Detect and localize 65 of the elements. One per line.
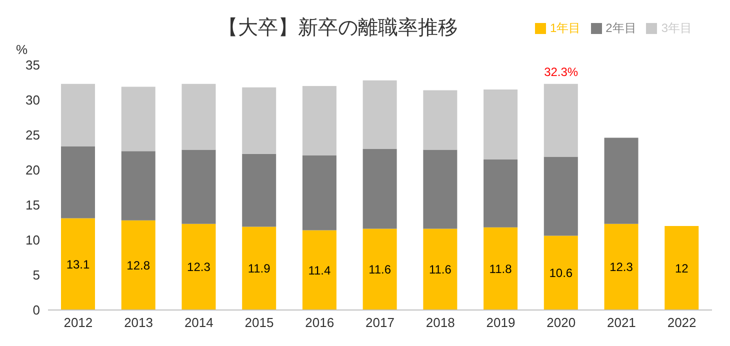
bar	[484, 227, 518, 310]
y-tick-label: 5	[32, 268, 40, 283]
bar	[423, 228, 458, 310]
x-tick-label: 2018	[426, 315, 455, 330]
bar	[302, 155, 336, 230]
data-label: 12.3	[187, 260, 211, 274]
data-label: 12.3	[610, 260, 634, 274]
data-label: 11.8	[489, 262, 512, 276]
x-tick-label: 2015	[244, 315, 274, 330]
x-tick-label: 2019	[486, 315, 516, 330]
bar	[423, 150, 458, 229]
y-tick-label: 35	[26, 58, 40, 73]
bar	[302, 230, 336, 310]
x-tick-label: 2013	[124, 315, 154, 330]
bar	[544, 236, 578, 310]
data-label: 11.6	[428, 262, 452, 277]
bar	[242, 154, 276, 227]
data-label: 12.8	[126, 258, 150, 272]
bar	[242, 87, 276, 154]
bar	[544, 84, 578, 157]
bar	[121, 220, 156, 310]
annotation: 32.3%	[544, 64, 578, 79]
bar	[121, 86, 156, 152]
bar	[423, 90, 458, 150]
legend-label: 2年目	[606, 21, 636, 35]
bar	[182, 84, 216, 150]
y-tick-label: 10	[26, 232, 40, 248]
data-label: 13.1	[66, 257, 90, 272]
x-tick-label: 2016	[305, 315, 334, 330]
data-label: 12	[674, 261, 689, 276]
bar	[61, 218, 95, 310]
chart-title: 【大卒】新卒の離職率推移	[218, 16, 458, 41]
data-label: 11.4	[308, 263, 332, 278]
x-tick-label: 2017	[366, 315, 394, 330]
bar	[544, 156, 578, 236]
y-tick-label: 30	[26, 92, 40, 108]
bar	[484, 90, 518, 160]
y-tick-label: 15	[26, 198, 40, 213]
y-axis-title: %	[16, 42, 28, 57]
y-tick-label: 25	[26, 128, 40, 143]
bar	[604, 224, 638, 310]
bar	[362, 149, 397, 229]
data-label: 11.6	[368, 262, 392, 277]
bar	[61, 84, 95, 146]
x-tick-label: 2021	[606, 315, 636, 330]
bar	[61, 146, 95, 218]
bar	[302, 86, 336, 156]
bar	[362, 80, 397, 149]
bar	[484, 160, 518, 228]
legend-label: 1年目	[550, 21, 581, 35]
data-label: 11.9	[248, 262, 271, 276]
y-tick-label: 20	[26, 162, 40, 178]
x-tick-label: 2014	[184, 315, 214, 330]
bar	[182, 150, 216, 224]
y-tick-label: 0	[32, 302, 40, 318]
x-tick-label: 2020	[546, 315, 576, 330]
x-tick-label: 2022	[667, 315, 696, 330]
bar	[362, 228, 397, 310]
bar	[604, 138, 638, 224]
bar	[664, 226, 699, 310]
bar	[242, 226, 276, 310]
bar	[121, 151, 156, 220]
bar	[182, 224, 216, 310]
x-tick-label: 2012	[64, 315, 93, 330]
data-label: 10.6	[549, 266, 573, 280]
